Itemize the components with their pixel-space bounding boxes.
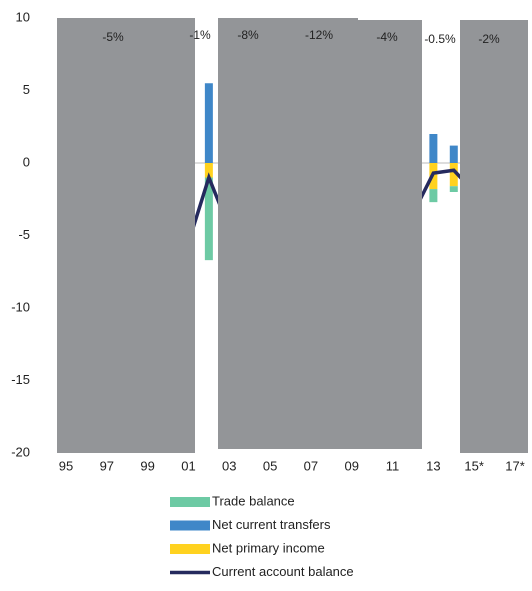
annotation: -0.5% (424, 32, 456, 46)
x-tick-label: 01 (181, 458, 195, 473)
cover-panel (358, 20, 422, 449)
legend-label: Net primary income (212, 540, 325, 555)
y-tick-label: -20 (11, 444, 30, 459)
bar (449, 145, 458, 163)
annotation: -4% (376, 30, 398, 44)
legend-label: Net current transfers (212, 517, 331, 532)
x-tick-label: 17* (505, 458, 525, 473)
bar (429, 134, 438, 163)
legend-swatch (170, 544, 210, 554)
x-tick-label: 03 (222, 458, 236, 473)
bar (449, 163, 458, 187)
x-tick-label: 15* (464, 458, 484, 473)
x-tick-label: 09 (345, 458, 359, 473)
bar (204, 83, 213, 163)
x-tick-label: 97 (100, 458, 114, 473)
y-tick-label: 0 (23, 154, 30, 169)
x-tick-label: 11 (386, 458, 400, 473)
cover-panel (218, 18, 358, 449)
bar (204, 177, 213, 261)
cover-panel (57, 18, 195, 453)
plot-area (57, 83, 528, 261)
annotation: -12% (305, 28, 333, 42)
legend-swatch (170, 497, 210, 507)
annotation: -1% (189, 28, 211, 42)
y-tick-label: -15 (11, 372, 30, 387)
x-tick-label: 07 (304, 458, 318, 473)
bar (429, 189, 438, 203)
legend-label: Trade balance (212, 493, 295, 508)
x-tick-label: 99 (140, 458, 154, 473)
bar (204, 163, 213, 178)
annotation: -5% (102, 30, 124, 44)
annotation: -2% (478, 32, 500, 46)
y-tick-label: 5 (23, 82, 30, 97)
cover-panels (57, 18, 528, 453)
y-tick-label: 10 (16, 9, 30, 24)
y-tick-label: -5 (18, 227, 30, 242)
legend-swatch (170, 520, 210, 531)
labels: 10 5 0 -5 -10 -15 -20 95 97 99 01 03 05 07 09 11 13 15* 17… (11, 9, 525, 579)
y-tick-label: -10 (11, 299, 30, 314)
bar (449, 186, 458, 192)
x-tick-label: 05 (263, 458, 277, 473)
x-tick-label: 13 (426, 458, 440, 473)
annotation: -8% (237, 28, 259, 42)
legend-label: Current account balance (212, 564, 354, 579)
cover-panel (460, 20, 528, 453)
x-tick-label: 95 (59, 458, 73, 473)
